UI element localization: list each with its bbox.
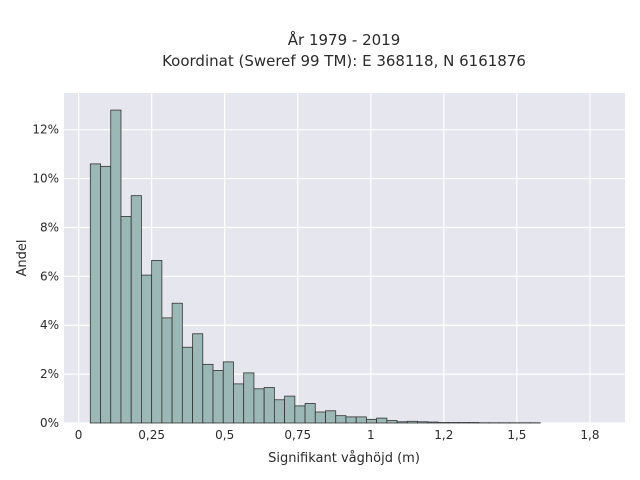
- histogram-bar: [386, 420, 398, 424]
- histogram-bar: [222, 361, 234, 424]
- histogram-bar: [141, 274, 153, 424]
- histogram-bar: [355, 416, 367, 424]
- histogram-bar: [233, 383, 245, 424]
- histogram-bar: [396, 421, 408, 424]
- x-tick-label: 1,8: [580, 428, 599, 442]
- histogram-bar: [120, 216, 132, 424]
- x-tick-label: 0: [75, 428, 83, 442]
- histogram-bar: [345, 416, 357, 424]
- chart-title: År 1979 - 2019: [288, 30, 401, 49]
- y-tick-label: 4%: [40, 318, 59, 332]
- y-tick-label: 6%: [40, 269, 59, 283]
- histogram-bar: [376, 417, 388, 424]
- x-axis-label: Signifikant våghöjd (m): [268, 451, 420, 466]
- histogram-bar: [212, 370, 224, 424]
- histogram-bar: [171, 302, 183, 424]
- histogram-bar: [161, 317, 173, 424]
- histogram-bar: [314, 411, 326, 424]
- histogram-bar: [110, 109, 122, 424]
- x-tick-label: 1: [367, 428, 375, 442]
- histogram-bar: [89, 163, 101, 424]
- y-tick-label: 8%: [40, 220, 59, 234]
- x-tick-label: 0,25: [138, 428, 165, 442]
- histogram-bar: [130, 195, 142, 424]
- x-tick-label: 1,2: [434, 428, 453, 442]
- histogram-bar: [192, 333, 204, 424]
- histogram-bar: [427, 421, 439, 424]
- histogram-bars: [89, 109, 541, 424]
- y-axis-label: Andel: [15, 240, 30, 277]
- histogram-bar: [181, 346, 193, 424]
- histogram-bar: [202, 363, 214, 424]
- histogram-bar: [335, 415, 347, 424]
- histogram-bar: [151, 260, 163, 424]
- y-tick-label: 0%: [40, 416, 59, 430]
- histogram-bar: [325, 410, 337, 424]
- histogram-bar: [253, 388, 265, 424]
- x-tick-label: 0,75: [284, 428, 311, 442]
- histogram-bar: [304, 403, 316, 424]
- y-tick-label: 2%: [40, 367, 59, 381]
- chart-subtitle: Koordinat (Sweref 99 TM): E 368118, N 61…: [162, 52, 526, 70]
- x-tick-labels: 0 0,25 0,5 0,75 1 1,2 1,5 1,8: [75, 428, 600, 442]
- histogram-bar: [294, 405, 306, 424]
- x-tick-label: 0,5: [215, 428, 234, 442]
- histogram-bar: [273, 399, 286, 424]
- histogram-bar: [263, 387, 275, 424]
- x-tick-label: 1,5: [507, 428, 526, 442]
- histogram-bar: [417, 421, 429, 424]
- histogram-bar: [284, 395, 296, 424]
- y-tick-label: 10%: [32, 172, 59, 186]
- y-tick-labels: 0% 2% 4% 6% 8% 10% 12%: [32, 123, 59, 430]
- histogram-bar: [366, 418, 378, 424]
- histogram-bar: [100, 165, 112, 424]
- y-tick-label: 12%: [32, 123, 59, 137]
- histogram-bar: [406, 420, 418, 424]
- histogram-bar: [243, 372, 255, 424]
